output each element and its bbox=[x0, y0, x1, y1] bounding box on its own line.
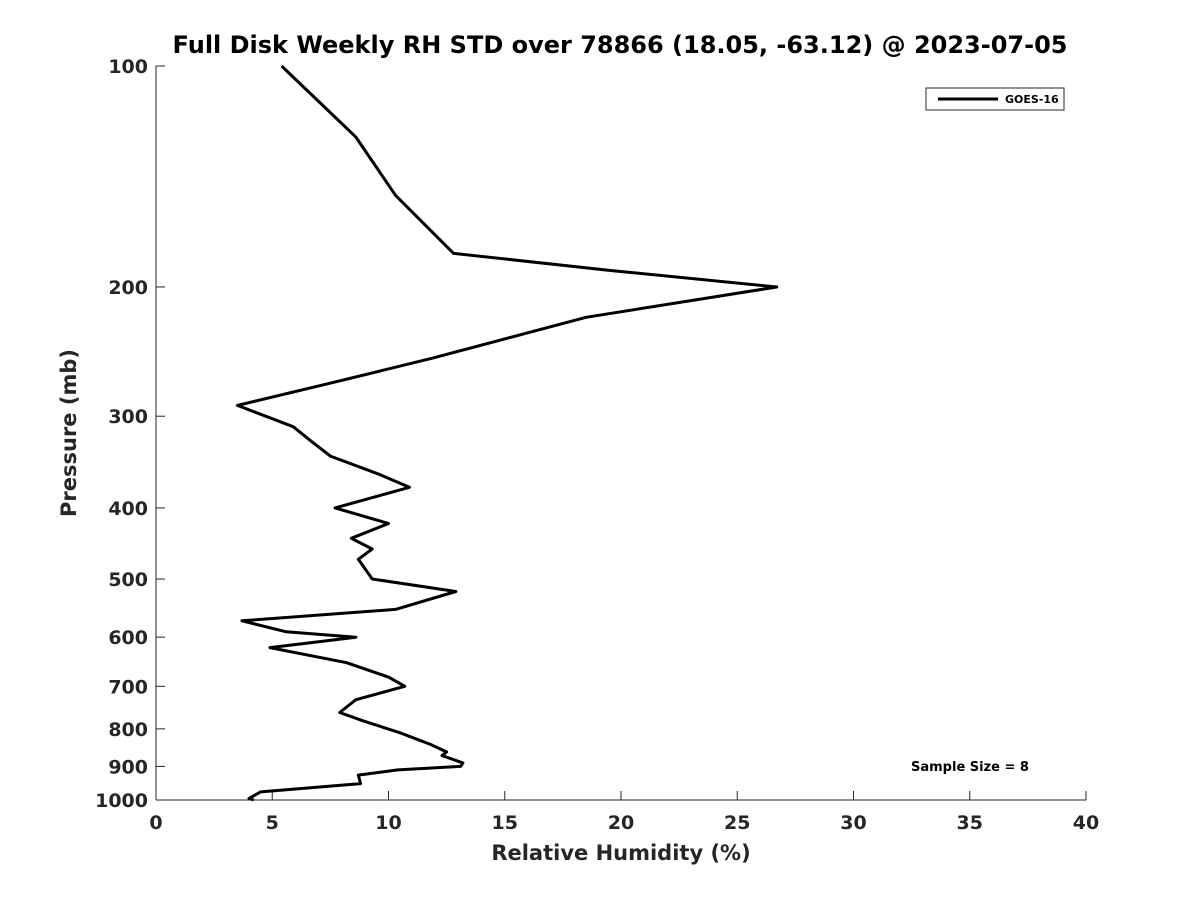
x-tick-label: 15 bbox=[492, 812, 518, 834]
chart-title: Full Disk Weekly RH STD over 78866 (18.0… bbox=[173, 31, 1068, 59]
x-axis-label: Relative Humidity (%) bbox=[491, 841, 750, 865]
y-tick-label: 300 bbox=[108, 406, 148, 428]
y-tick-label: 500 bbox=[108, 569, 148, 591]
x-tick-label: 30 bbox=[840, 812, 866, 834]
y-tick-label: 900 bbox=[108, 756, 148, 778]
x-tick-label: 0 bbox=[149, 812, 162, 834]
y-tick-label: 200 bbox=[108, 277, 148, 299]
x-tick-label: 35 bbox=[957, 812, 983, 834]
sample-size-annotation: Sample Size = 8 bbox=[911, 760, 1029, 775]
x-tick-label: 25 bbox=[724, 812, 750, 834]
legend-label: GOES-16 bbox=[1005, 93, 1059, 106]
x-tick-label: 10 bbox=[375, 812, 401, 834]
y-tick-label: 400 bbox=[108, 498, 148, 520]
x-axis-ticks: 0 5 10 15 20 25 30 35 40 bbox=[149, 791, 1099, 834]
series-layer bbox=[235, 64, 779, 802]
y-tick-label: 100 bbox=[108, 56, 148, 78]
y-tick-label: 700 bbox=[108, 676, 148, 698]
x-tick-label: 20 bbox=[608, 812, 634, 834]
y-tick-label: 600 bbox=[108, 627, 148, 649]
x-tick-label: 5 bbox=[266, 812, 279, 834]
y-axis-label: Pressure (mb) bbox=[57, 349, 81, 517]
y-tick-label: 800 bbox=[108, 719, 148, 741]
y-axis-ticks: 100 200 300 400 500 600 700 800 900 1000 bbox=[95, 56, 165, 812]
series-line-goes-16 bbox=[235, 64, 779, 802]
x-tick-label: 40 bbox=[1073, 812, 1099, 834]
y-tick-label: 1000 bbox=[95, 790, 148, 812]
legend: GOES-16 bbox=[925, 87, 1065, 111]
